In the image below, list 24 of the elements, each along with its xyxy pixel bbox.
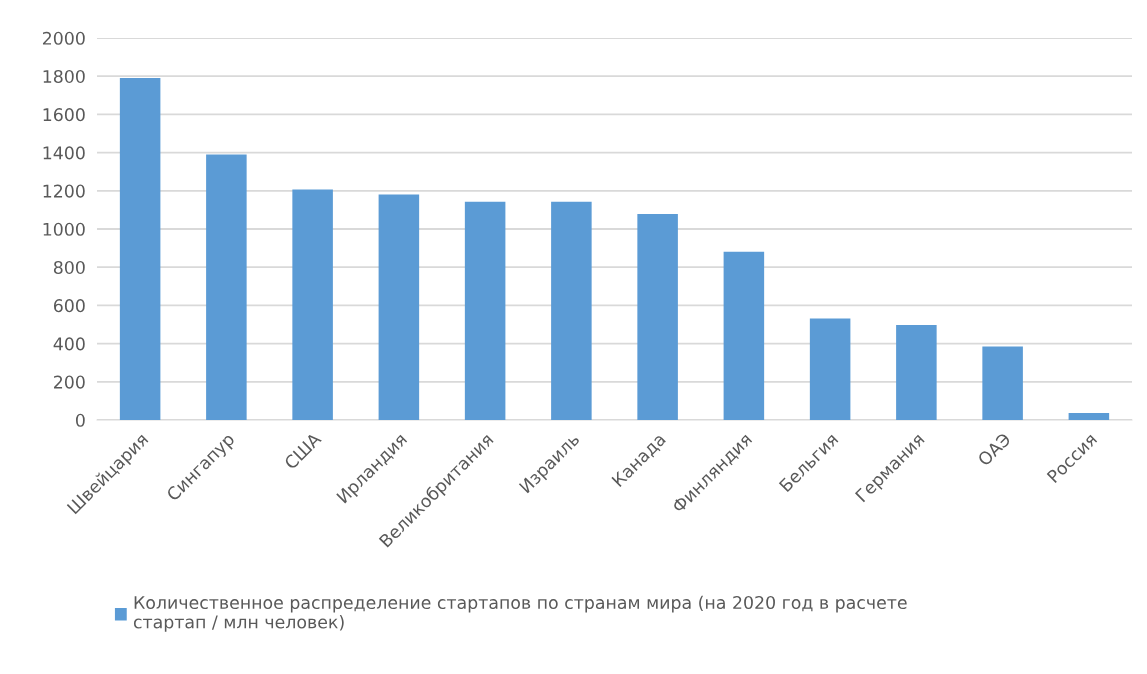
y-tick-label: 2000 xyxy=(42,31,85,45)
bar xyxy=(896,324,937,420)
bar xyxy=(378,194,420,420)
y-tick-label: 1800 xyxy=(43,69,85,84)
y-tick-label: 400 xyxy=(53,337,85,351)
y-tick-label: 1200 xyxy=(43,184,85,198)
bar xyxy=(982,346,1023,420)
y-tick-label: 800 xyxy=(53,260,85,275)
bar xyxy=(723,251,765,420)
bar xyxy=(464,201,506,420)
bar xyxy=(206,154,247,420)
legend-label: Количественное распределение стартапов по странам мира (на 2020 год в расчете стартап / млн человек) xyxy=(133,595,907,632)
bar xyxy=(119,78,161,420)
y-tick-label: 1600 xyxy=(43,108,85,122)
bar xyxy=(637,214,678,420)
y-tick-label: 200 xyxy=(54,375,85,389)
y-tick-label: 1000 xyxy=(43,222,85,236)
bar xyxy=(292,189,333,420)
y-tick-label: 1400 xyxy=(43,146,85,160)
y-tick-label: 0 xyxy=(75,413,85,427)
bar xyxy=(1068,413,1110,420)
bar xyxy=(809,318,851,420)
bar xyxy=(551,201,592,420)
y-tick-label: 600 xyxy=(53,299,85,313)
